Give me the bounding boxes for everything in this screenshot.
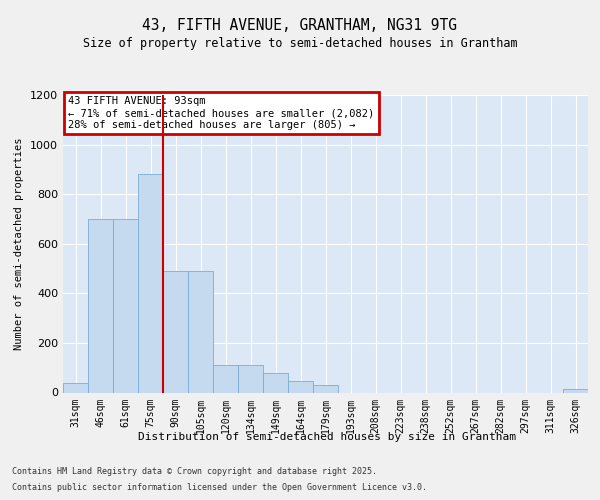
Bar [138, 174, 163, 392]
Text: Contains HM Land Registry data © Crown copyright and database right 2025.: Contains HM Land Registry data © Crown c… [12, 468, 377, 476]
Bar [188, 271, 213, 392]
Y-axis label: Number of semi-detached properties: Number of semi-detached properties [14, 138, 25, 350]
Bar [313, 385, 338, 392]
Bar [238, 365, 263, 392]
Text: 43 FIFTH AVENUE: 93sqm
← 71% of semi-detached houses are smaller (2,082)
28% of : 43 FIFTH AVENUE: 93sqm ← 71% of semi-det… [68, 96, 374, 130]
Bar [263, 372, 288, 392]
Bar [113, 219, 138, 392]
Bar [63, 382, 88, 392]
Text: 43, FIFTH AVENUE, GRANTHAM, NG31 9TG: 43, FIFTH AVENUE, GRANTHAM, NG31 9TG [143, 18, 458, 32]
Text: Size of property relative to semi-detached houses in Grantham: Size of property relative to semi-detach… [83, 38, 517, 51]
Text: Contains public sector information licensed under the Open Government Licence v3: Contains public sector information licen… [12, 484, 427, 492]
Bar [563, 389, 588, 392]
Text: Distribution of semi-detached houses by size in Grantham: Distribution of semi-detached houses by … [138, 432, 516, 442]
Bar [213, 365, 238, 392]
Bar [163, 271, 188, 392]
Bar [88, 219, 113, 392]
Bar [288, 382, 313, 392]
